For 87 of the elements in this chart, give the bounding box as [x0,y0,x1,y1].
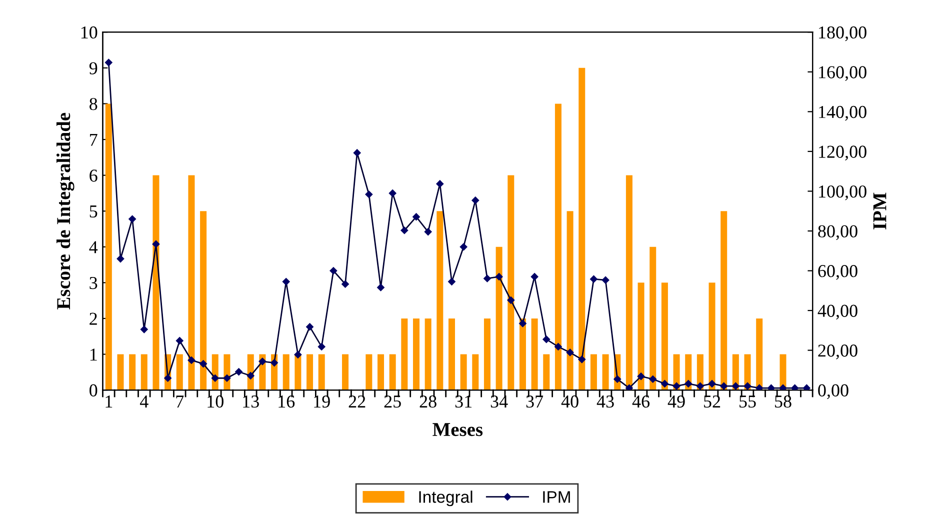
bar [519,318,526,390]
y-tick-label: 0 [90,384,98,396]
x-tick-label: 49 [668,395,685,408]
x-tick-label: 10 [208,395,224,408]
x-tick-label: 43 [596,395,614,408]
y-tick-label: 2 [90,312,97,325]
x-tick-label: 28 [420,395,436,408]
x-tick-label: 7 [176,396,184,408]
bar [282,354,290,390]
y2-tick-label: 100,00 [819,185,866,200]
bar [496,246,502,390]
bar [401,318,408,390]
y2-tick-label: 140,00 [819,106,866,121]
x-tick-label: 58 [775,395,792,408]
bar [448,318,455,390]
bar [129,354,136,390]
bar [661,282,668,390]
bar [708,282,716,390]
x-tick-label: 4 [140,396,148,408]
bar [590,354,597,390]
y2-tick-label: 60,00 [818,265,858,280]
y-tick-label: 9 [89,62,98,74]
bar [200,211,207,390]
x-tick-label: 31 [455,395,472,408]
y2-tick-label: 0,00 [818,384,848,400]
x-tick-label: 13 [243,395,259,408]
bar [366,354,372,390]
x-tick-label: 37 [526,395,544,408]
bar [413,318,420,390]
y2-axis-title: IPM [873,192,886,230]
x-tick-label: 46 [632,395,650,408]
x-tick-label: 22 [348,395,366,408]
y-tick-label: 1 [90,348,97,361]
bar [176,354,183,390]
bar [602,354,609,390]
bar [140,354,148,390]
bar [508,175,514,390]
x-tick-label: 34 [490,395,508,408]
bar [578,68,586,390]
bar [188,175,195,390]
y-tick-label: 5 [90,206,98,218]
bar [460,354,467,390]
y2-tick-label: 40,00 [818,304,858,320]
bar [566,211,574,390]
bar [378,354,384,390]
y-tick-label: 8 [90,98,98,110]
x-tick-label: 40 [561,395,578,408]
legend-label: Integral [419,490,472,506]
y-tick-label: 3 [90,276,98,290]
bar [152,175,160,390]
bar [424,318,432,390]
x-tick-label: 16 [278,395,295,408]
x-tick-label: 55 [740,396,756,408]
y2-tick-label: 160,00 [819,66,866,81]
bar [436,211,444,390]
y2-tick-label: 80,00 [818,225,858,240]
y2-tick-label: 120,00 [819,146,866,160]
bar [294,354,302,390]
y-tick-label: 4 [89,241,98,254]
y2-tick-label: 180,00 [819,26,866,42]
x-tick-label: 25 [384,395,401,408]
x-tick-label: 52 [704,395,720,408]
x-axis-title: Meses [432,423,483,436]
bar [105,104,112,390]
bar [117,354,124,390]
bar [472,354,479,390]
bar [389,354,396,390]
bar [306,354,314,390]
legend-label: IPM [543,491,570,503]
bar [543,354,550,390]
y-tick-label: 6 [90,170,98,182]
bar [626,175,632,390]
y2-tick-label: 20,00 [818,344,858,360]
x-tick-label: 19 [314,395,330,408]
bar [554,104,562,390]
bar [638,282,644,390]
bar [318,354,325,390]
bar [720,211,728,390]
y-axis-title: Escore de Integralidade [56,112,74,310]
bar [342,354,349,390]
y-tick-label: 10 [81,26,98,39]
x-tick-label: 1 [106,396,112,408]
bar [531,318,538,390]
bar [756,318,763,390]
bar [650,246,656,390]
y-tick-label: 7 [90,134,98,146]
bar [484,318,490,390]
